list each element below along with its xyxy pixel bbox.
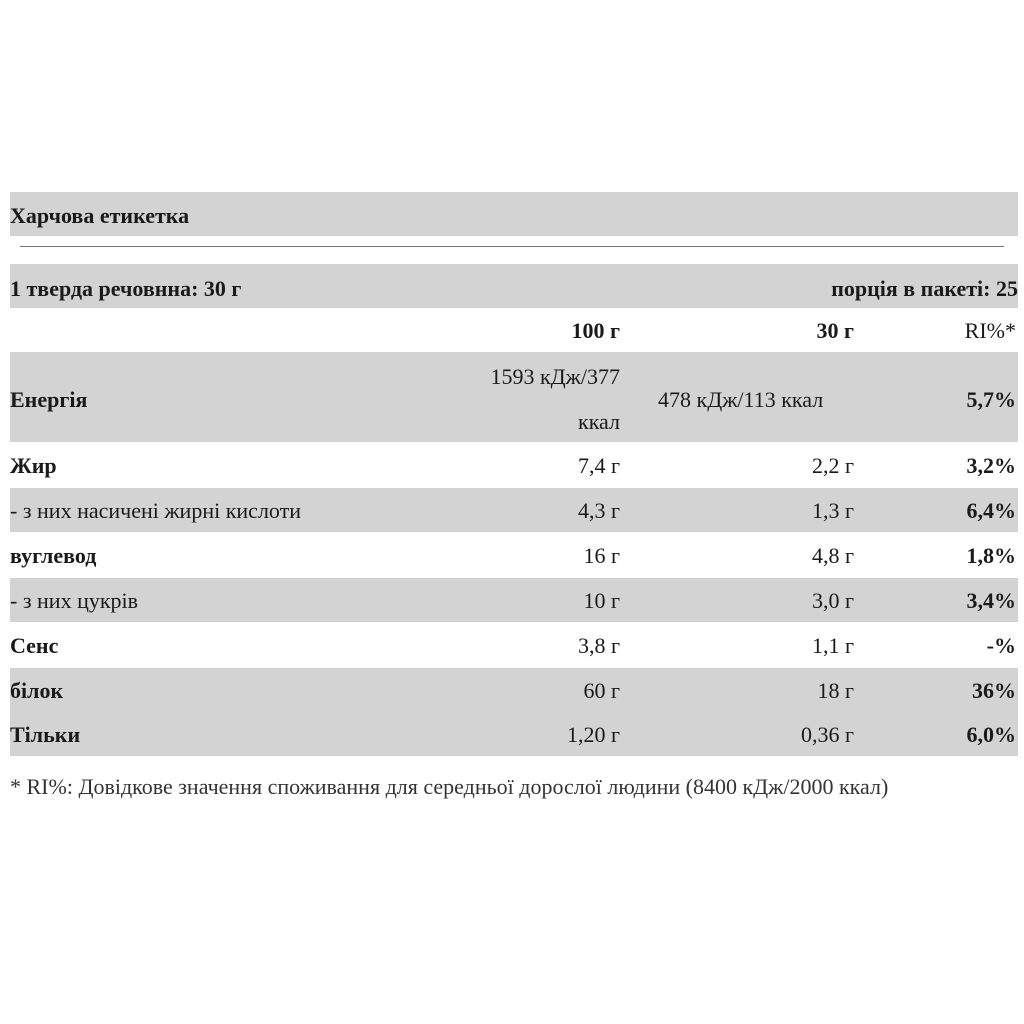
row-value-30g-protein: 18 г: [817, 678, 854, 703]
footnote: * RI%: Довідкове значення споживання для…: [10, 774, 889, 799]
row-value-30g-sugars: 3,0 г: [811, 588, 854, 613]
page-title: Харчова етикетка: [10, 203, 190, 228]
serving-band: [10, 264, 1018, 308]
row-ri-carbohydrate: 1,8%: [966, 543, 1017, 568]
clip-mask: [0, 826, 1024, 1024]
row-value-100g-carbohydrate: 16 г: [583, 543, 620, 568]
row-value-100g-salt: 1,20 г: [566, 722, 620, 747]
row-value-100g-fibre: 3,8 г: [577, 633, 620, 658]
serving-size: 1 тверда речовнна: 30 г: [10, 276, 242, 301]
row-ri-fibre: -%: [986, 633, 1016, 658]
row-name-protein: білок: [10, 678, 64, 703]
row-value-100g-saturated-fat: 4,3 г: [577, 498, 620, 523]
row-value-100g-energy-kj: 1593 кДж/377: [490, 364, 620, 389]
table-row: [10, 668, 1018, 712]
table-row: [10, 352, 1018, 442]
row-value-30g-salt: 0,36 г: [800, 722, 854, 747]
row-value-100g-protein: 60 г: [583, 678, 620, 703]
table-row: [10, 578, 1018, 622]
row-ri-sugars: 3,4%: [966, 588, 1017, 613]
row-value-30g-carbohydrate: 4,8 г: [811, 543, 854, 568]
row-value-30g-fat: 2,2 г: [811, 453, 854, 478]
title-band: [10, 192, 1018, 236]
row-name-salt: Тільки: [10, 722, 81, 747]
table-row: [10, 712, 1018, 756]
row-name-sugars: - з них цукрів: [10, 588, 139, 613]
row-value-100g-fat: 7,4 г: [577, 453, 620, 478]
row-name-saturated-fat: - з них насичені жирні кислоти: [10, 498, 302, 523]
servings-per-pack: порція в пакеті: 25: [831, 276, 1018, 301]
table-row: [10, 488, 1018, 532]
row-ri-fat: 3,2%: [966, 453, 1017, 478]
row-ri-salt: 6,0%: [966, 722, 1017, 747]
row-name-fat: Жир: [10, 453, 57, 478]
row-value-100g-sugars: 10 г: [583, 588, 620, 613]
column-header-30g: 30 г: [816, 318, 855, 343]
row-ri-protein: 36%: [972, 678, 1016, 703]
divider: [20, 246, 1004, 247]
row-value-30g-fibre: 1,1 г: [811, 633, 854, 658]
row-name-fibre: Сенс: [10, 633, 59, 658]
column-header-100g: 100 г: [571, 318, 621, 343]
column-header-ri: RI%*: [964, 318, 1016, 343]
row-value-100g-energy-kcal: ккал: [578, 409, 620, 434]
row-name-energy: Енергія: [10, 387, 88, 412]
row-value-30g-energy: 478 кДж/113 ккал: [658, 387, 824, 412]
row-name-carbohydrate: вуглевод: [10, 543, 97, 568]
row-value-30g-saturated-fat: 1,3 г: [811, 498, 854, 523]
row-ri-saturated-fat: 6,4%: [966, 498, 1017, 523]
row-ri-energy: 5,7%: [966, 387, 1017, 412]
